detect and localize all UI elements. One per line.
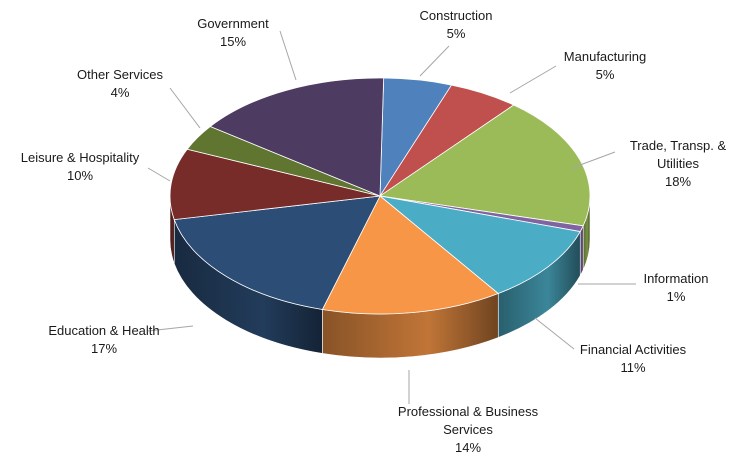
slice-name-line: Financial Activities <box>580 342 687 357</box>
pie-sides <box>169 195 591 359</box>
slice-label-manufacturing: Manufacturing 5% <box>564 49 646 82</box>
slice-label-government: Government 15% <box>197 16 269 49</box>
leader-lines <box>147 30 636 404</box>
leader-line-trade-transp-and-utilities <box>571 151 616 169</box>
slice-name-line: Professional & Business <box>398 404 539 419</box>
slice-name-line: Utilities <box>657 156 699 171</box>
slice-percent: 1% <box>667 289 686 304</box>
slice-government <box>209 77 385 197</box>
slice-name-line: Education & Health <box>48 323 159 338</box>
slice-education-and-health <box>173 195 381 310</box>
slice-label-information: Information 1% <box>643 271 708 304</box>
slice-percent: 5% <box>447 26 466 41</box>
leader-line-government <box>279 30 297 81</box>
slice-name-line: Government <box>197 16 269 31</box>
slice-percent: 17% <box>91 341 117 356</box>
slice-name-line: Information <box>643 271 708 286</box>
leader-line-other-services <box>169 87 201 129</box>
slice-percent: 10% <box>67 168 93 183</box>
leader-line-leisure-and-hospitality <box>147 167 171 182</box>
slice-label-other-services: Other Services 4% <box>77 67 163 100</box>
slice-leisure-and-hospitality <box>169 148 381 221</box>
slice-label-education-and-health: Education & Health 17% <box>48 323 159 356</box>
slice-label-trade-transp-and-utilities: Trade, Transp. & Utilities 18% <box>630 138 727 189</box>
slice-name-line: Services <box>443 422 493 437</box>
leader-line-construction <box>419 45 450 77</box>
slice-trade-transp-and-utilities <box>378 104 591 227</box>
slice-percent: 14% <box>455 440 481 455</box>
slice-percent: 4% <box>111 85 130 100</box>
slice-name-line: Construction <box>420 8 493 23</box>
slice-label-financial-activities: Financial Activities 11% <box>580 342 687 375</box>
slice-label-construction: Construction 5% <box>420 8 493 41</box>
slice-name-line: Manufacturing <box>564 49 646 64</box>
slice-professional-and-business-services <box>321 195 500 315</box>
pie-top <box>169 77 591 315</box>
slice-financial-activities <box>378 195 581 294</box>
slice-side-information <box>579 225 584 277</box>
slice-name-line: Trade, Transp. & <box>630 138 727 153</box>
slice-label-professional-and-business-services: Professional & Business Services 14% <box>398 404 539 455</box>
leader-line-manufacturing <box>509 65 557 94</box>
slice-name-line: Leisure & Hospitality <box>21 150 140 165</box>
slice-labels: Construction 5% Manufacturing 5% Trade, Tran… <box>21 8 727 455</box>
leader-line-education-and-health <box>147 325 194 332</box>
leader-line-financial-activities <box>534 317 575 350</box>
slice-label-leisure-and-hospitality: Leisure & Hospitality 10% <box>21 150 140 183</box>
slice-percent: 15% <box>220 34 246 49</box>
slice-name-line: Other Services <box>77 67 163 82</box>
slice-percent: 11% <box>620 360 645 375</box>
slice-percent: 5% <box>596 67 615 82</box>
slice-percent: 18% <box>665 174 691 189</box>
